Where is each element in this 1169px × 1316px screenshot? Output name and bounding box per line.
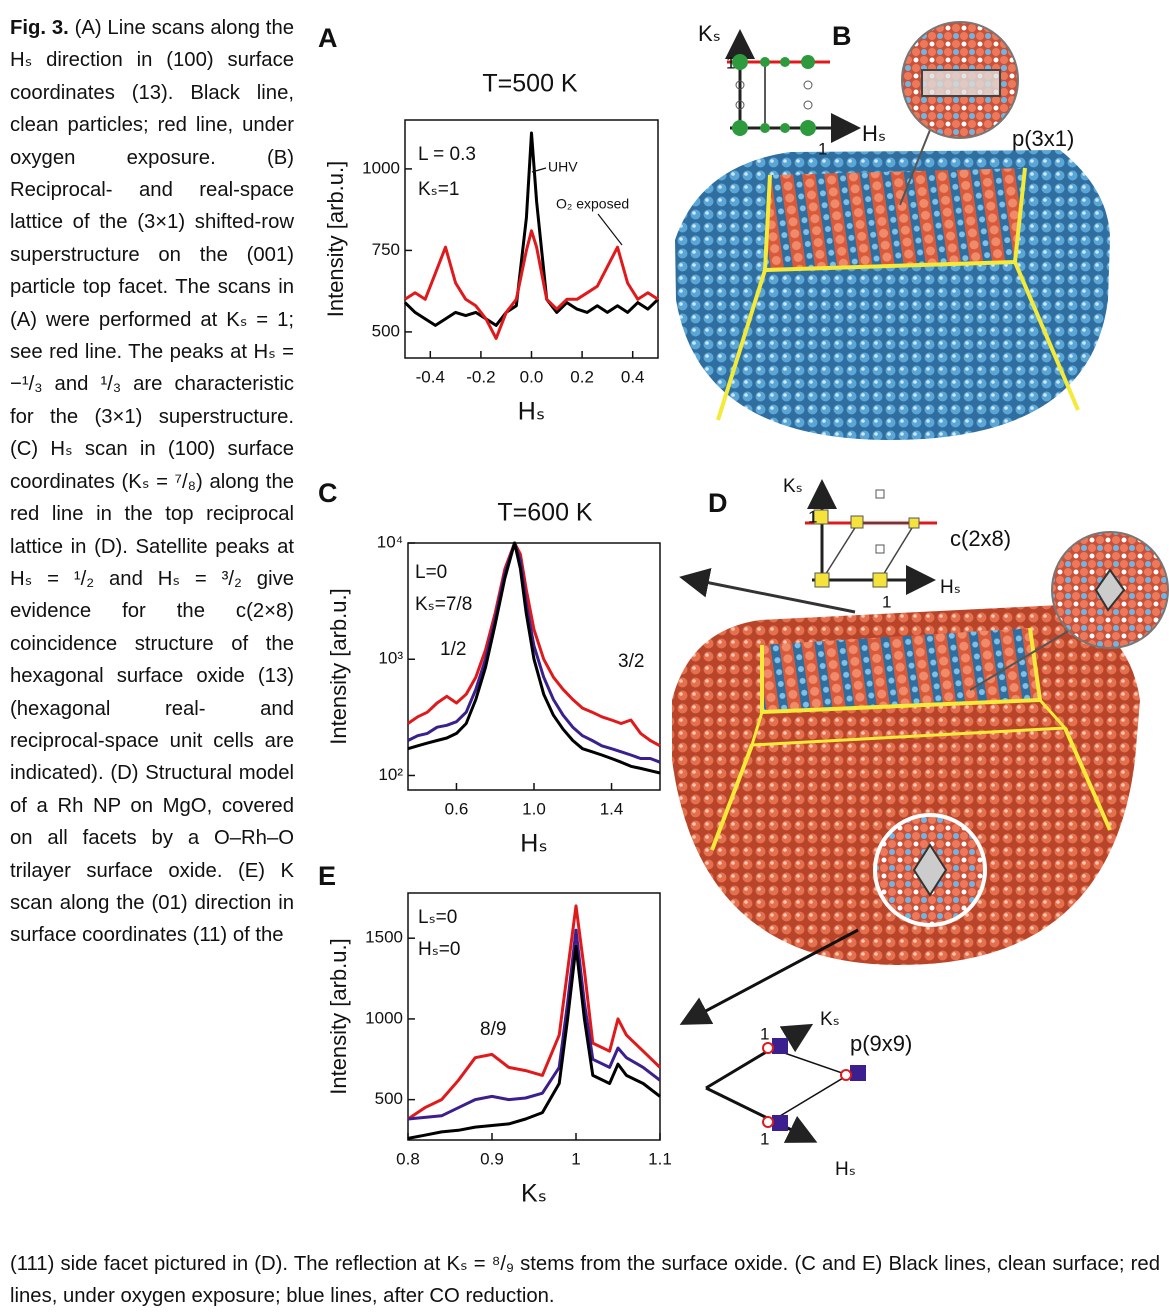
x-tick-label: 0.6 (445, 799, 469, 818)
panel-letter: A (318, 23, 338, 53)
x-tick-label: 0.8 (396, 1149, 420, 1168)
annotation: Lₛ=0 (418, 907, 457, 928)
x-tick-label: -0.2 (466, 367, 495, 386)
x-axis-label: Kₛ (521, 1180, 547, 1208)
chart-title: T=500 K (482, 70, 578, 98)
chart-title: T=600 K (497, 499, 593, 527)
x-tick-label: 0.2 (570, 367, 594, 386)
x-tick-label: 0.4 (621, 367, 645, 386)
x-axis-label: Hₛ (520, 830, 547, 858)
diagram-label: 1 (818, 139, 827, 158)
y-tick-label: 500 (375, 1089, 403, 1108)
annotation: L=0 (415, 562, 447, 583)
annotation: Kₛ=1 (418, 179, 459, 200)
y-tick-label: 500 (372, 321, 400, 340)
diagram-label: 1 (808, 507, 817, 526)
lattice-e: Kₛ Hₛ 1 1 p(9x9) (706, 1009, 912, 1180)
panel-letter: C (318, 478, 338, 508)
x-tick-label: 1.1 (648, 1149, 672, 1168)
figure: Kₛ Hₛ 1 1 p(3x1) Kₛ Hₛ 1 1 c(2x8) (0, 0, 1169, 1316)
annotation: 3/2 (618, 651, 644, 672)
y-tick-label: 1500 (365, 928, 403, 947)
page: { "caption": { "fig_label": "Fig. 3.", "… (0, 0, 1169, 1316)
annotation: L = 0.3 (418, 144, 476, 165)
diagram-label: c(2x8) (950, 526, 1011, 551)
annotation: 1/2 (440, 639, 466, 660)
model-d (672, 532, 1168, 1022)
panel-letter: D (708, 488, 728, 518)
y-axis-label: Intensity [arb.u.] (323, 161, 348, 318)
diagram-label: 1 (726, 53, 735, 72)
data-line (408, 946, 660, 1138)
diagram-label: p(9x9) (850, 1031, 912, 1056)
series-label: O₂ exposed (556, 196, 629, 212)
diagram-label: 1 (882, 592, 891, 611)
y-tick-label: 1000 (365, 1008, 403, 1027)
annotation: Hₛ=0 (418, 939, 460, 960)
lattice-d: Kₛ Hₛ 1 1 c(2x8) (783, 476, 1011, 611)
y-axis-label: Intensity [arb.u.] (326, 588, 351, 745)
diagram-label: Hₛ (835, 1159, 856, 1180)
x-tick-label: 1 (571, 1149, 580, 1168)
diagram-label: Kₛ (698, 21, 721, 46)
diagram-label: Kₛ (820, 1009, 840, 1030)
series-label: UHV (548, 159, 578, 175)
x-axis-label: Hₛ (518, 398, 545, 426)
y-tick-label: 10⁴ (377, 532, 403, 551)
plot-frame (408, 893, 660, 1140)
x-tick-label: -0.4 (416, 367, 445, 386)
diagram-label: 1 (760, 1129, 769, 1148)
annotation: 8/9 (480, 1019, 506, 1040)
diagram-label: Hₛ (862, 121, 886, 146)
y-tick-label: 1000 (362, 158, 400, 177)
y-tick-label: 10³ (378, 649, 403, 668)
x-tick-label: 1.4 (600, 799, 624, 818)
panel-letter: E (318, 861, 336, 891)
x-tick-label: 0.0 (520, 367, 544, 386)
y-tick-label: 750 (372, 240, 400, 259)
x-tick-label: 1.0 (522, 799, 546, 818)
diagram-label: p(3x1) (1012, 126, 1074, 151)
diagram-label: Hₛ (940, 577, 961, 598)
annotation: Kₛ=7/8 (415, 594, 472, 615)
y-axis-label: Intensity [arb.u.] (326, 938, 351, 1095)
diagram-label: Kₛ (783, 476, 803, 497)
x-tick-label: 0.9 (480, 1149, 504, 1168)
series-pointer (598, 214, 622, 245)
diagram-label: 1 (760, 1024, 769, 1043)
data-line (408, 906, 660, 1119)
y-tick-label: 10² (378, 765, 403, 784)
panel-letter: B (832, 21, 852, 51)
